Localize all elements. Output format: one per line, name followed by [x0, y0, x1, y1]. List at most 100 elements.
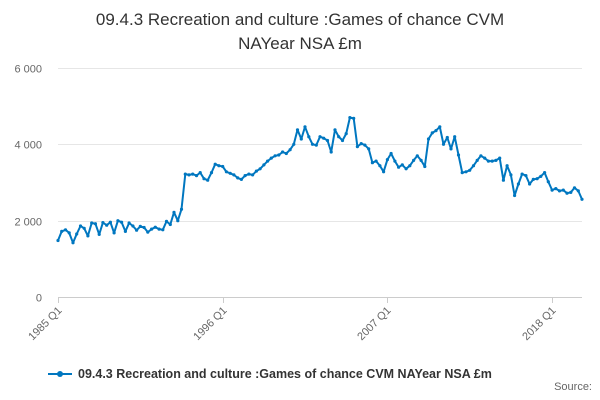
data-point[interactable]: [187, 173, 191, 177]
data-point[interactable]: [434, 129, 438, 133]
data-point[interactable]: [295, 128, 300, 132]
data-point[interactable]: [67, 231, 71, 235]
data-point[interactable]: [557, 189, 562, 193]
data-point[interactable]: [277, 153, 281, 157]
data-point[interactable]: [426, 137, 431, 141]
data-point[interactable]: [389, 151, 393, 156]
data-point[interactable]: [370, 161, 374, 165]
data-point[interactable]: [254, 169, 258, 173]
data-point[interactable]: [505, 164, 509, 168]
data-point[interactable]: [531, 177, 535, 181]
data-point[interactable]: [221, 164, 225, 169]
data-point[interactable]: [138, 224, 142, 228]
data-point[interactable]: [397, 165, 401, 169]
data-point[interactable]: [513, 193, 517, 198]
data-point[interactable]: [247, 172, 251, 176]
data-point[interactable]: [445, 135, 449, 140]
data-point[interactable]: [269, 156, 273, 160]
data-point[interactable]: [378, 164, 382, 168]
data-point[interactable]: [393, 159, 397, 163]
data-point[interactable]: [303, 125, 307, 129]
data-point[interactable]: [340, 138, 345, 143]
data-point[interactable]: [412, 158, 416, 162]
data-point[interactable]: [535, 177, 539, 181]
legend[interactable]: 09.4.3 Recreation and culture :Games of …: [48, 364, 492, 384]
data-point[interactable]: [284, 151, 288, 156]
data-point[interactable]: [127, 221, 131, 225]
data-point[interactable]: [423, 164, 427, 169]
data-point[interactable]: [528, 182, 532, 186]
data-point[interactable]: [101, 221, 105, 225]
data-point[interactable]: [194, 174, 199, 178]
data-point[interactable]: [569, 190, 573, 194]
data-point[interactable]: [318, 135, 322, 139]
data-point[interactable]: [471, 164, 476, 168]
data-point[interactable]: [404, 167, 408, 171]
data-point[interactable]: [367, 147, 371, 151]
data-point[interactable]: [565, 191, 569, 195]
data-point[interactable]: [209, 171, 214, 175]
data-point[interactable]: [292, 142, 296, 146]
data-point[interactable]: [131, 224, 135, 228]
data-point[interactable]: [266, 159, 270, 163]
data-point[interactable]: [273, 154, 277, 158]
data-point[interactable]: [419, 158, 423, 162]
data-point[interactable]: [239, 177, 243, 181]
data-point[interactable]: [236, 176, 240, 180]
data-point[interactable]: [475, 158, 479, 162]
data-point[interactable]: [314, 143, 318, 147]
data-point[interactable]: [359, 142, 363, 146]
data-point[interactable]: [150, 227, 154, 231]
data-point[interactable]: [105, 223, 109, 227]
data-point[interactable]: [60, 229, 64, 233]
data-point[interactable]: [580, 197, 584, 201]
data-point[interactable]: [374, 159, 378, 163]
data-point[interactable]: [228, 171, 232, 175]
data-point[interactable]: [78, 224, 83, 228]
data-point[interactable]: [385, 158, 389, 162]
data-point[interactable]: [157, 227, 161, 231]
data-point[interactable]: [262, 163, 266, 167]
data-point[interactable]: [63, 228, 68, 232]
data-point[interactable]: [310, 142, 315, 146]
data-point[interactable]: [363, 143, 367, 147]
data-point[interactable]: [524, 174, 528, 178]
data-point[interactable]: [206, 178, 210, 182]
data-point[interactable]: [543, 171, 547, 175]
data-point[interactable]: [146, 230, 150, 234]
data-point[interactable]: [307, 135, 311, 139]
data-point[interactable]: [337, 135, 341, 139]
data-point[interactable]: [352, 116, 356, 120]
data-point[interactable]: [438, 125, 442, 129]
data-point[interactable]: [539, 174, 543, 178]
data-point[interactable]: [486, 159, 490, 163]
data-point[interactable]: [554, 187, 558, 191]
data-point[interactable]: [120, 220, 124, 224]
data-point[interactable]: [123, 229, 127, 233]
data-point[interactable]: [213, 162, 217, 166]
data-point[interactable]: [520, 172, 524, 176]
data-point[interactable]: [183, 172, 187, 176]
data-point[interactable]: [86, 234, 90, 238]
data-point[interactable]: [576, 189, 580, 193]
data-point[interactable]: [483, 156, 487, 160]
data-point[interactable]: [498, 156, 502, 160]
data-point[interactable]: [116, 219, 120, 223]
data-point[interactable]: [550, 188, 554, 192]
data-point[interactable]: [344, 132, 348, 136]
data-point[interactable]: [164, 219, 169, 223]
data-point[interactable]: [400, 163, 404, 167]
data-point[interactable]: [281, 150, 285, 154]
data-point[interactable]: [179, 207, 184, 211]
data-point[interactable]: [501, 178, 505, 182]
data-point[interactable]: [509, 173, 513, 177]
data-point[interactable]: [490, 159, 494, 163]
data-point[interactable]: [161, 228, 165, 232]
data-point[interactable]: [382, 170, 386, 174]
data-point[interactable]: [430, 131, 434, 135]
data-point[interactable]: [153, 225, 157, 229]
data-point[interactable]: [415, 154, 419, 158]
data-point[interactable]: [82, 226, 86, 230]
data-point[interactable]: [191, 172, 195, 176]
data-point[interactable]: [333, 128, 337, 132]
